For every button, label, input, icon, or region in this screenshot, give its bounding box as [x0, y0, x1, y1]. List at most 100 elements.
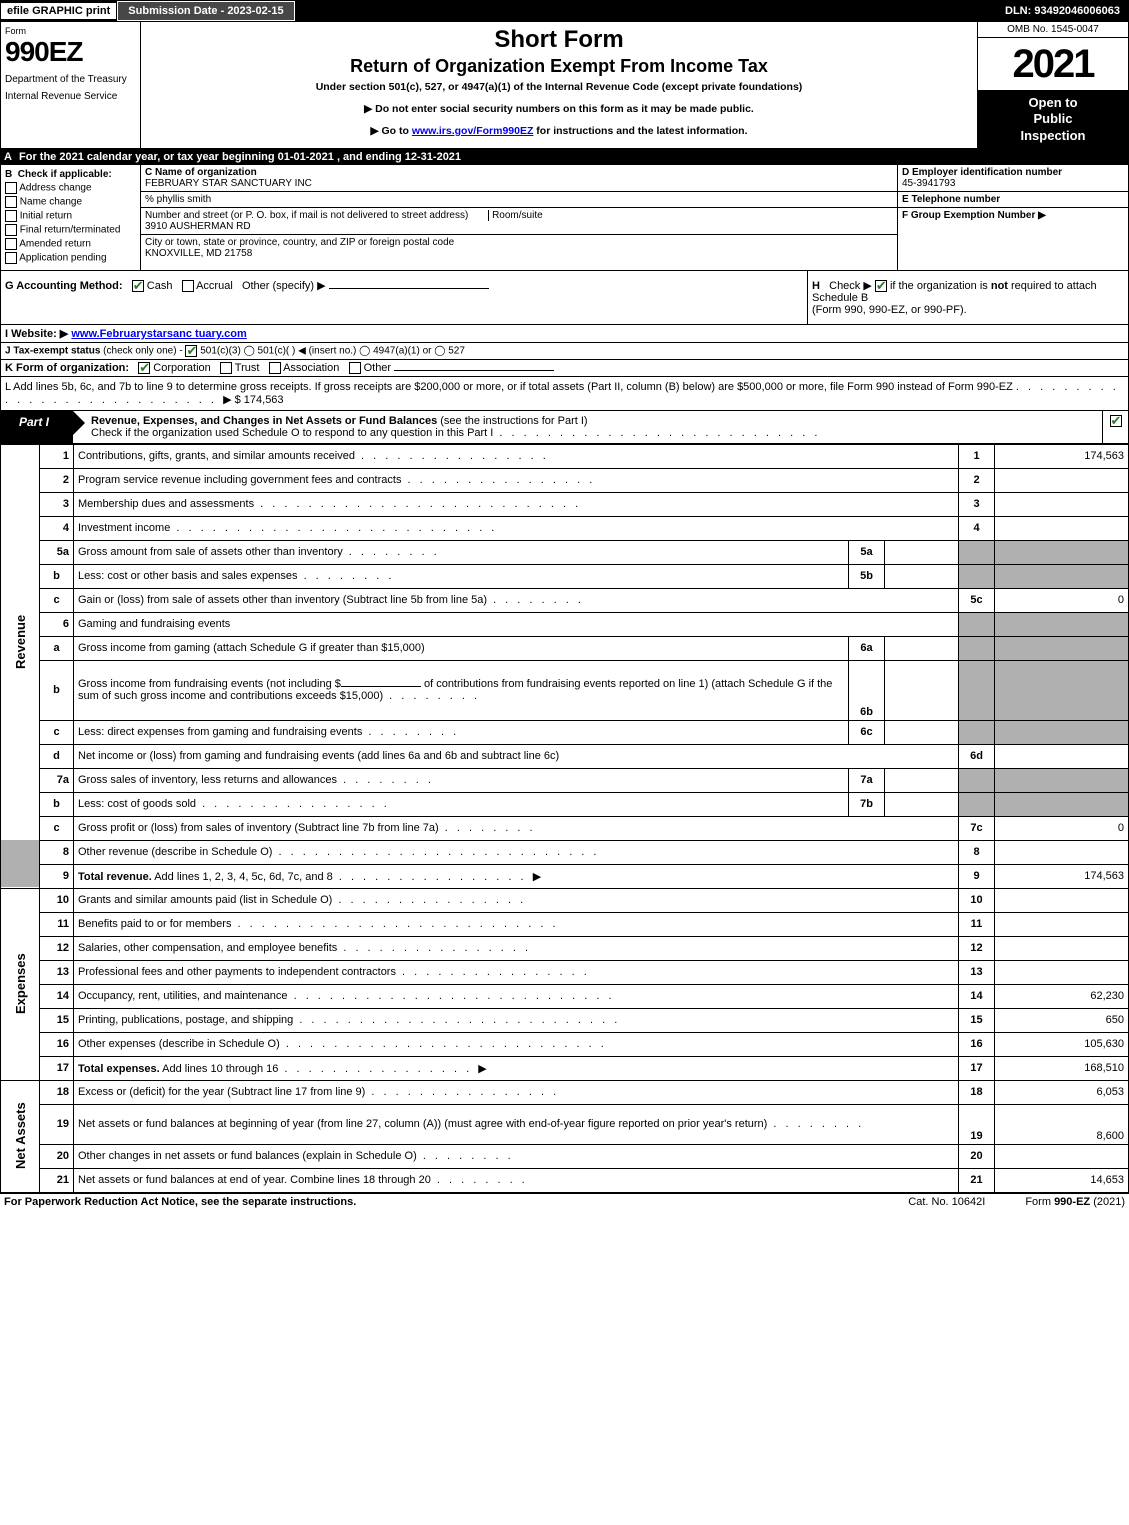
l6b-grey1	[959, 660, 995, 720]
k-other-input[interactable]	[394, 370, 554, 371]
l7a-inlab: 7a	[849, 768, 885, 792]
h-label: H	[812, 280, 820, 292]
l12-rnum: 12	[959, 936, 995, 960]
chk-initial-return[interactable]: Initial return	[5, 210, 136, 222]
f-block: F Group Exemption Number ▶	[898, 208, 1128, 223]
l6b-desc: Gross income from fundraising events (no…	[74, 660, 849, 720]
g-label: G Accounting Method:	[5, 280, 123, 292]
l10-no: 10	[40, 888, 74, 912]
open-public: Open to Public Inspection	[978, 91, 1128, 148]
l6-no: 6	[40, 612, 74, 636]
c-name-block: C Name of organization FEBRUARY STAR SAN…	[141, 165, 897, 192]
chk-trust[interactable]	[220, 362, 232, 374]
l9-desc: Total revenue. Add lines 1, 2, 3, 4, 5c,…	[74, 864, 959, 888]
line-18: Net Assets 18 Excess or (deficit) for th…	[1, 1080, 1129, 1104]
l-val: $ 174,563	[235, 394, 284, 406]
l3-no: 3	[40, 492, 74, 516]
l6b-grey2	[995, 660, 1129, 720]
k-label: K Form of organization:	[5, 362, 129, 374]
l6a-no: a	[40, 636, 74, 660]
j-label: J Tax-exempt status	[5, 345, 100, 356]
chk-h[interactable]	[875, 280, 887, 292]
l20-desc: Other changes in net assets or fund bala…	[74, 1144, 959, 1168]
l13-desc: Professional fees and other payments to …	[74, 960, 959, 984]
l5c-rval: 0	[995, 588, 1129, 612]
lines-table: Revenue 1 Contributions, gifts, grants, …	[0, 444, 1129, 1193]
line-5a: 5a Gross amount from sale of assets othe…	[1, 540, 1129, 564]
l7b-inval	[885, 792, 959, 816]
l9-rnum: 9	[959, 864, 995, 888]
l4-no: 4	[40, 516, 74, 540]
c-pct: % phyllis smith	[141, 192, 897, 208]
l6a-grey2	[995, 636, 1129, 660]
row-l: L Add lines 5b, 6c, and 7b to line 9 to …	[0, 377, 1129, 411]
i-label: I Website: ▶	[5, 328, 68, 340]
l15-no: 15	[40, 1008, 74, 1032]
l15-desc: Printing, publications, postage, and shi…	[74, 1008, 959, 1032]
chk-other[interactable]	[349, 362, 361, 374]
note-url-pre: ▶ Go to	[371, 125, 412, 137]
row-k: K Form of organization: Corporation Trus…	[0, 360, 1129, 377]
open-l2: Public	[982, 111, 1124, 127]
j-sub: (check only one) -	[100, 345, 185, 356]
k-corp: Corporation	[153, 362, 210, 374]
irs-link[interactable]: www.irs.gov/Form990EZ	[412, 125, 534, 137]
title-short-form: Short Form	[145, 26, 973, 54]
chk-address-change[interactable]: Address change	[5, 182, 136, 194]
l14-no: 14	[40, 984, 74, 1008]
chk-amended[interactable]: Amended return	[5, 238, 136, 250]
l11-desc: Benefits paid to or for members	[74, 912, 959, 936]
section-bcdef: B Check if applicable: Address change Na…	[0, 165, 1129, 271]
l6c-inval	[885, 720, 959, 744]
l21-desc: Net assets or fund balances at end of ye…	[74, 1168, 959, 1192]
l15-rnum: 15	[959, 1008, 995, 1032]
l5b-inval	[885, 564, 959, 588]
l10-rval	[995, 888, 1129, 912]
l2-no: 2	[40, 468, 74, 492]
note-url-post: for instructions and the latest informat…	[533, 125, 747, 137]
l3-desc: Membership dues and assessments	[74, 492, 959, 516]
l15-rval: 650	[995, 1008, 1129, 1032]
part-i-sub: Check if the organization used Schedule …	[91, 427, 493, 439]
col-b: B Check if applicable: Address change Na…	[1, 165, 141, 270]
line-10: Expenses 10 Grants and similar amounts p…	[1, 888, 1129, 912]
l6c-grey2	[995, 720, 1129, 744]
row-gh: G Accounting Method: Cash Accrual Other …	[0, 271, 1129, 325]
line-5c: c Gain or (loss) from sale of assets oth…	[1, 588, 1129, 612]
part-i-check[interactable]	[1102, 411, 1128, 443]
chk-cash[interactable]	[132, 280, 144, 292]
l18-rval: 6,053	[995, 1080, 1129, 1104]
l8-desc: Other revenue (describe in Schedule O)	[74, 840, 959, 864]
l19-rnum: 19	[959, 1104, 995, 1144]
dept-irs: Internal Revenue Service	[5, 91, 136, 102]
e-label: E Telephone number	[902, 194, 1124, 205]
l6-grey1	[959, 612, 995, 636]
chk-pending[interactable]: Application pending	[5, 252, 136, 264]
l21-rnum: 21	[959, 1168, 995, 1192]
l5b-grey1	[959, 564, 995, 588]
chk-501c3[interactable]	[185, 345, 197, 357]
line-3: 3 Membership dues and assessments 3	[1, 492, 1129, 516]
l6d-no: d	[40, 744, 74, 768]
l5a-inlab: 5a	[849, 540, 885, 564]
chk-name-change[interactable]: Name change	[5, 196, 136, 208]
form-number: 990EZ	[5, 36, 136, 68]
l16-no: 16	[40, 1032, 74, 1056]
l17-rval: 168,510	[995, 1056, 1129, 1080]
g-other-input[interactable]	[329, 288, 489, 289]
chk-final-return[interactable]: Final return/terminated	[5, 224, 136, 236]
l5c-no: c	[40, 588, 74, 612]
line-4: 4 Investment income 4	[1, 516, 1129, 540]
line-6a: a Gross income from gaming (attach Sched…	[1, 636, 1129, 660]
note-ssn: ▶ Do not enter social security numbers o…	[145, 103, 973, 115]
chk-corp[interactable]	[138, 362, 150, 374]
chk-assoc[interactable]	[269, 362, 281, 374]
l7c-rnum: 7c	[959, 816, 995, 840]
e-block: E Telephone number	[898, 192, 1128, 208]
efile-print[interactable]: efile GRAPHIC print	[1, 3, 117, 19]
l5c-rnum: 5c	[959, 588, 995, 612]
l5b-desc: Less: cost or other basis and sales expe…	[74, 564, 849, 588]
chk-accrual[interactable]	[182, 280, 194, 292]
line-13: 13 Professional fees and other payments …	[1, 960, 1129, 984]
website-link[interactable]: www.Februarystarsanc tuary.com	[71, 328, 246, 340]
